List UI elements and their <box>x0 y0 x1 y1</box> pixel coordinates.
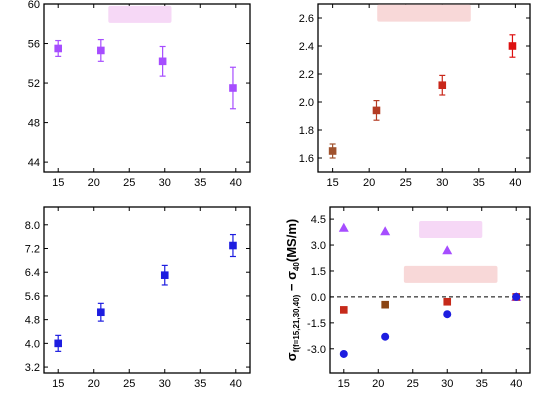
x-tick-label: 30 <box>441 378 453 390</box>
x-tick-label: 30 <box>436 177 448 189</box>
x-tick-label: 35 <box>473 177 485 189</box>
data-point <box>438 81 447 89</box>
x-tick-label: 40 <box>510 378 522 390</box>
x-tick-label: 25 <box>123 177 135 189</box>
y-tick-label: 2.4 <box>299 41 314 53</box>
y-tick-label: 52 <box>28 78 40 90</box>
annotation-background <box>108 5 172 23</box>
x-tick-label: 35 <box>194 378 206 390</box>
y-tick-label: 1.6 <box>299 153 314 165</box>
data-point <box>338 222 349 232</box>
y-tick-label: 3.2 <box>25 362 40 374</box>
series-1000nm-cu-gr <box>54 233 237 352</box>
y-axis-label: σf(f=15,21,30,40) − σ40(MS/m) <box>284 219 301 361</box>
data-point <box>328 147 337 155</box>
data-point <box>381 332 390 341</box>
data-point <box>54 44 63 53</box>
plot-frame <box>329 206 531 374</box>
data-point <box>442 245 453 255</box>
data-point <box>229 84 237 92</box>
data-point <box>54 339 63 348</box>
panel-d: 15 20 25 30 35 40 -3.0 -1.5 0.0 1.5 3.0 4.5 σf(f=15,… <box>284 206 531 390</box>
y-tick-label: -1.5 <box>307 318 326 330</box>
data-point <box>443 297 452 306</box>
x-tick-label: 15 <box>52 177 64 189</box>
data-point <box>508 42 517 50</box>
x-tick-label: 40 <box>230 177 242 189</box>
y-tick-label: 44 <box>28 157 40 169</box>
panel-c: 15 20 25 30 35 40 3.2 4.0 4.8 5.6 6.4 7.2 8.0 <box>25 206 251 390</box>
x-tick-label: 40 <box>509 177 521 189</box>
y-axis-label-part: f(f=15,21,30,40) <box>292 294 301 352</box>
series-800nm-cu-gr <box>328 34 517 159</box>
x-tick-label: 15 <box>338 378 350 390</box>
y-tick-label: 8.0 <box>25 220 40 232</box>
series-1000nm-cu-gr <box>339 292 521 358</box>
x-tick-label: 20 <box>88 177 100 189</box>
plot-frame <box>43 3 251 173</box>
annotation-background <box>377 4 471 22</box>
panel-b: 15 20 25 30 35 40 1.6 1.8 2.0 2.2 2.4 2.6 <box>299 3 531 189</box>
x-tick-label: 20 <box>88 378 100 390</box>
data-point <box>381 300 389 309</box>
x-tick-label: 20 <box>372 378 384 390</box>
data-point <box>512 292 521 301</box>
data-point <box>339 306 348 314</box>
data-point <box>380 226 391 236</box>
plot-frame <box>317 3 531 173</box>
y-tick-label: 4.0 <box>25 338 40 350</box>
y-tick-label: 2.0 <box>299 97 314 109</box>
y-tick-label: 5.6 <box>25 291 40 303</box>
data-point <box>97 308 105 317</box>
data-point <box>97 46 105 55</box>
data-point <box>372 106 381 115</box>
x-tick-label: 35 <box>476 378 488 390</box>
data-point <box>158 57 167 66</box>
y-tick-label: 7.2 <box>25 244 40 256</box>
x-tick-label: 15 <box>52 378 64 390</box>
x-tick-label: 40 <box>230 378 242 390</box>
data-point <box>339 349 348 358</box>
x-tick-label: 35 <box>194 177 206 189</box>
y-axis-label-part: (MS/m) <box>284 219 299 262</box>
x-tick-label: 25 <box>123 378 135 390</box>
y-tick-label: 2.6 <box>299 13 314 25</box>
x-tick-label: 25 <box>407 378 419 390</box>
x-tick-label: 30 <box>159 378 171 390</box>
panel-a: 15 20 25 30 35 40 44 48 52 56 60 <box>28 0 251 189</box>
series-800nm-cu-gr <box>339 293 521 314</box>
y-axis-label-part: 40 <box>292 262 301 271</box>
y-tick-label: 3.0 <box>311 240 326 252</box>
data-point <box>160 271 169 279</box>
annotation-background <box>403 265 498 283</box>
x-tick-label: 15 <box>326 177 338 189</box>
y-tick-label: 1.8 <box>299 125 314 137</box>
y-tick-label: 6.4 <box>25 267 40 279</box>
y-tick-label: 60 <box>28 0 40 11</box>
y-tick-label: 56 <box>28 39 40 51</box>
y-tick-label: 4.5 <box>311 214 326 226</box>
y-tick-label: 1.5 <box>311 266 326 278</box>
data-point <box>443 310 452 319</box>
y-tick-label: 48 <box>28 118 40 130</box>
y-tick-label: 4.8 <box>25 315 40 327</box>
series-bulk-cu <box>54 38 237 110</box>
y-tick-label: 2.2 <box>299 69 314 81</box>
x-tick-label: 30 <box>159 177 171 189</box>
y-tick-label: -3.0 <box>307 344 326 356</box>
y-tick-label: 0.0 <box>311 292 326 304</box>
data-point <box>229 241 237 250</box>
x-tick-label: 25 <box>400 177 412 189</box>
y-axis-label-part: − σ <box>284 271 299 295</box>
x-tick-label: 20 <box>363 177 375 189</box>
plot-frame <box>43 206 251 374</box>
y-axis-label-part: σ <box>284 352 299 361</box>
annotation-background <box>419 220 483 238</box>
